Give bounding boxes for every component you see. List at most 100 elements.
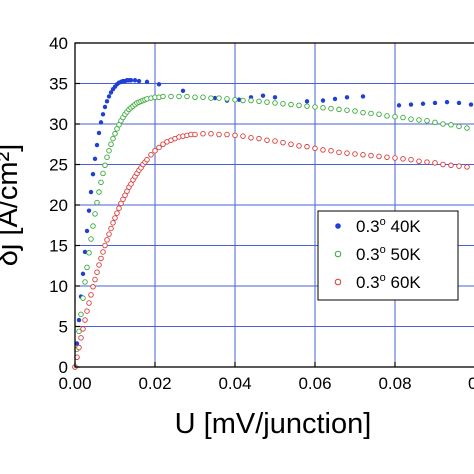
data-point bbox=[392, 155, 398, 161]
data-point bbox=[304, 143, 310, 150]
data-point bbox=[102, 162, 108, 169]
x-axis-title: U [mV/junction] bbox=[175, 408, 372, 440]
data-point bbox=[432, 119, 438, 126]
data-point bbox=[248, 135, 254, 141]
data-point bbox=[96, 130, 102, 136]
data-point bbox=[344, 107, 350, 113]
data-point bbox=[336, 149, 342, 156]
data-point bbox=[296, 143, 302, 149]
data-point bbox=[106, 231, 112, 237]
data-point bbox=[84, 308, 90, 314]
plot-area bbox=[72, 78, 474, 370]
legend-label: 0.3o 60K bbox=[356, 272, 421, 292]
data-point bbox=[320, 98, 326, 103]
data-point bbox=[76, 317, 82, 323]
y-tick-label: 20 bbox=[49, 196, 68, 215]
data-point bbox=[352, 151, 358, 157]
data-point bbox=[80, 295, 86, 301]
data-point bbox=[416, 117, 422, 123]
data-point bbox=[272, 138, 278, 144]
series-2 bbox=[72, 130, 470, 370]
data-point bbox=[328, 105, 334, 112]
data-point bbox=[86, 208, 92, 213]
data-point bbox=[80, 271, 86, 277]
data-point bbox=[108, 141, 114, 147]
data-point bbox=[144, 156, 150, 163]
data-point bbox=[464, 164, 470, 170]
data-point bbox=[320, 147, 326, 153]
data-point bbox=[208, 95, 214, 101]
data-point bbox=[144, 79, 150, 85]
data-point bbox=[280, 100, 286, 107]
y-tick-label: 5 bbox=[59, 318, 68, 337]
data-point bbox=[392, 113, 398, 120]
data-point bbox=[328, 147, 334, 154]
data-point bbox=[84, 264, 90, 271]
data-point bbox=[96, 262, 102, 268]
data-point bbox=[76, 344, 82, 351]
data-point bbox=[384, 154, 390, 160]
data-point bbox=[74, 341, 80, 346]
data-point bbox=[444, 99, 450, 105]
data-point bbox=[212, 95, 218, 101]
data-point bbox=[90, 172, 96, 177]
data-point bbox=[360, 94, 366, 99]
data-point bbox=[464, 125, 470, 131]
data-point bbox=[136, 78, 142, 84]
data-point bbox=[332, 96, 338, 102]
data-point bbox=[400, 156, 406, 162]
data-point bbox=[440, 121, 446, 127]
data-point bbox=[360, 109, 366, 116]
data-point bbox=[112, 215, 118, 221]
data-point bbox=[240, 133, 246, 139]
data-point bbox=[92, 156, 98, 162]
data-point bbox=[92, 211, 98, 217]
data-point bbox=[160, 93, 166, 100]
data-point bbox=[368, 110, 374, 117]
data-point bbox=[456, 123, 462, 130]
data-point bbox=[180, 88, 186, 93]
data-point bbox=[160, 141, 166, 147]
data-point bbox=[272, 95, 278, 100]
data-point bbox=[110, 135, 116, 142]
data-point bbox=[84, 228, 90, 234]
data-point bbox=[232, 132, 238, 139]
data-point bbox=[344, 150, 350, 156]
data-point bbox=[368, 152, 374, 159]
data-point bbox=[88, 292, 94, 298]
data-point bbox=[108, 90, 114, 95]
data-point bbox=[96, 189, 102, 195]
data-point bbox=[296, 102, 302, 109]
data-point bbox=[320, 105, 326, 111]
data-point bbox=[128, 78, 134, 83]
data-point bbox=[376, 111, 382, 118]
data-point bbox=[80, 326, 86, 332]
data-point bbox=[312, 104, 318, 110]
data-point bbox=[344, 95, 350, 100]
data-point bbox=[86, 250, 92, 256]
data-point bbox=[236, 97, 242, 102]
data-point bbox=[312, 145, 318, 152]
data-point bbox=[200, 94, 206, 101]
data-point bbox=[240, 97, 246, 104]
data-point bbox=[100, 112, 106, 117]
y-tick-label: 30 bbox=[49, 115, 68, 134]
legend-marker bbox=[334, 278, 342, 286]
data-point bbox=[456, 100, 462, 106]
data-point bbox=[114, 210, 120, 216]
data-point bbox=[102, 104, 108, 110]
data-point bbox=[90, 223, 96, 229]
y-tick-label: 15 bbox=[49, 237, 68, 256]
data-point bbox=[82, 279, 88, 285]
data-point bbox=[280, 139, 286, 146]
data-point bbox=[86, 300, 92, 306]
data-point bbox=[408, 156, 414, 163]
data-point bbox=[104, 154, 110, 160]
y-tick-label: 10 bbox=[49, 277, 68, 296]
data-point bbox=[106, 94, 112, 99]
data-point bbox=[440, 161, 446, 168]
data-point bbox=[264, 137, 270, 143]
data-point bbox=[98, 120, 104, 125]
data-point bbox=[400, 114, 406, 121]
data-point bbox=[112, 130, 118, 137]
